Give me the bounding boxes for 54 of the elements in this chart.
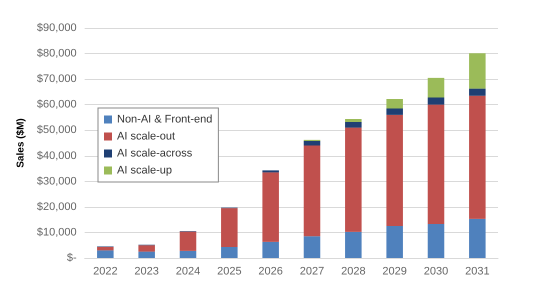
bar xyxy=(428,224,444,258)
x-tick-label: 2026 xyxy=(258,266,283,278)
legend-label: AI scale-across xyxy=(117,148,193,160)
bar xyxy=(262,242,279,258)
bar xyxy=(386,99,403,108)
bar xyxy=(180,250,196,258)
x-tick-label: 2023 xyxy=(134,266,159,278)
x-tick-label: 2022 xyxy=(93,266,118,278)
y-tick-label: $90,000 xyxy=(36,22,77,34)
legend-label: AI scale-out xyxy=(117,130,176,142)
x-tick-label: 2028 xyxy=(341,266,366,278)
y-tick-label: $80,000 xyxy=(36,48,77,60)
bar xyxy=(304,236,320,258)
bar xyxy=(221,247,238,258)
x-tick-label: 2027 xyxy=(300,266,324,278)
bar xyxy=(138,252,155,258)
bar xyxy=(138,245,155,252)
x-tick-label: 2024 xyxy=(176,266,200,278)
y-tick-label: $10,000 xyxy=(36,226,77,238)
y-tick-label: $60,000 xyxy=(36,98,77,111)
bar xyxy=(221,208,238,248)
bar xyxy=(345,122,362,128)
legend-label: AI scale-up xyxy=(117,164,172,176)
bar xyxy=(180,232,196,251)
x-tick-label: 2029 xyxy=(382,266,407,278)
x-tick-label: 2030 xyxy=(424,266,448,278)
bar xyxy=(469,96,486,219)
x-tick-label: 2025 xyxy=(217,266,242,278)
y-tick-label: $40,000 xyxy=(36,150,77,162)
y-tick-label: $70,000 xyxy=(36,73,77,86)
bar xyxy=(428,98,444,105)
bar xyxy=(304,140,320,146)
y-tick-label: $30,000 xyxy=(36,175,77,188)
bar xyxy=(345,118,362,122)
y-tick-label: $- xyxy=(66,252,77,264)
bar xyxy=(386,114,403,226)
bar xyxy=(386,226,403,258)
bar xyxy=(97,250,114,258)
bar xyxy=(469,218,486,258)
bar xyxy=(428,104,444,224)
bar xyxy=(262,172,279,242)
y-axis-title: Sales ($M) xyxy=(16,118,26,168)
bar xyxy=(469,53,486,89)
bar xyxy=(97,247,114,250)
legend-label: Non-AI & Front-end xyxy=(117,114,212,126)
x-tick-label: 2031 xyxy=(465,266,490,278)
bar xyxy=(345,232,362,258)
y-tick-label: $20,000 xyxy=(36,200,77,213)
bar xyxy=(345,128,362,232)
bar xyxy=(386,108,403,115)
bar xyxy=(428,78,444,98)
y-tick-label: $50,000 xyxy=(36,124,77,136)
bar xyxy=(469,88,486,96)
bar xyxy=(304,146,320,236)
